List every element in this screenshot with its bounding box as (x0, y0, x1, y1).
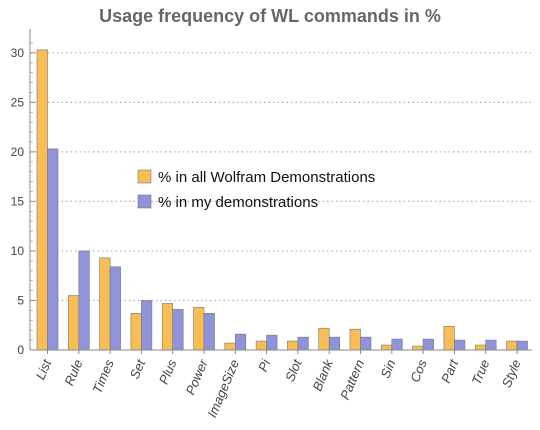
x-tick-label-pi: Pi (255, 356, 274, 374)
bar-list-series-1 (36, 49, 48, 351)
y-tick-label-3: 15 (11, 194, 25, 208)
x-tick-label-style: Style (499, 357, 524, 389)
bar-times-series-1 (99, 257, 111, 351)
bar-imagesize-series-2 (235, 333, 247, 351)
x-tick-label-part: Part (438, 356, 462, 385)
y-tick-label-0: 0 (17, 343, 24, 357)
bar-sin-series-2 (391, 338, 403, 351)
x-tick-label-power: Power (183, 357, 211, 397)
bar-blank-series-1 (318, 327, 330, 351)
bar-part-series-2 (454, 339, 466, 351)
x-tick-label-sin: Sin (377, 357, 398, 380)
x-tick-label-rule: Rule (61, 357, 85, 387)
y-tick-label-6: 30 (11, 46, 25, 60)
x-tick-label-set: Set (127, 356, 149, 381)
bar-rule-series-2 (78, 250, 90, 351)
bar-blank-series-2 (328, 336, 341, 351)
bar-sin-series-1 (380, 344, 393, 351)
legend-swatch-1 (137, 169, 152, 184)
bar-true-series-2 (485, 339, 497, 351)
bars (36, 49, 528, 351)
y-tick-label-1: 5 (17, 293, 24, 307)
bar-true-series-1 (474, 344, 487, 351)
bar-pattern-series-1 (349, 328, 361, 351)
y-tick-label-5: 25 (11, 95, 25, 109)
bar-imagesize-series-1 (224, 342, 236, 351)
bar-power-series-1 (193, 307, 205, 351)
bar-rule-series-1 (68, 295, 80, 351)
x-tick-label-true: True (469, 357, 493, 387)
legend: % in all Wolfram Demonstrations % in my d… (137, 169, 375, 211)
bar-set-series-1 (130, 313, 142, 351)
x-tick-label-pattern: Pattern (337, 357, 367, 401)
bar-plus-series-2 (172, 309, 184, 351)
bar-slot-series-1 (287, 340, 299, 351)
y-tick-label-2: 10 (11, 244, 25, 258)
bar-list-series-2 (47, 148, 59, 351)
bar-plus-series-1 (161, 303, 173, 351)
x-tick-label-cos: Cos (407, 357, 430, 385)
bar-style-series-2 (516, 340, 528, 351)
x-tick-label-blank: Blank (309, 356, 336, 393)
bar-pi-series-1 (255, 340, 267, 351)
x-tick-label-imagesize: ImageSize (204, 357, 242, 419)
bar-power-series-2 (203, 313, 215, 351)
x-tick-label-plus: Plus (156, 357, 180, 387)
bar-style-series-1 (506, 340, 518, 351)
bar-pattern-series-2 (360, 336, 372, 351)
chart-title: Usage frequency of WL commands in % (99, 6, 441, 26)
bar-part-series-1 (443, 325, 455, 351)
x-tick-label-times: Times (89, 357, 117, 396)
bar-set-series-2 (141, 300, 153, 351)
legend-label-1: % in all Wolfram Demonstrations (158, 169, 375, 186)
bar-times-series-2 (109, 266, 121, 351)
bar-cos-series-2 (422, 338, 434, 351)
bar-cos-series-1 (412, 345, 424, 351)
x-tick-label-list: List (33, 356, 55, 382)
bar-slot-series-2 (297, 336, 309, 351)
y-axis: 0 5 10 15 20 25 30 (11, 29, 35, 357)
bar-pi-series-2 (266, 334, 278, 351)
x-tick-label-slot: Slot (282, 356, 305, 384)
legend-swatch-2 (137, 194, 152, 209)
y-tick-label-4: 20 (11, 145, 25, 159)
legend-label-2: % in my demonstrations (158, 194, 318, 211)
